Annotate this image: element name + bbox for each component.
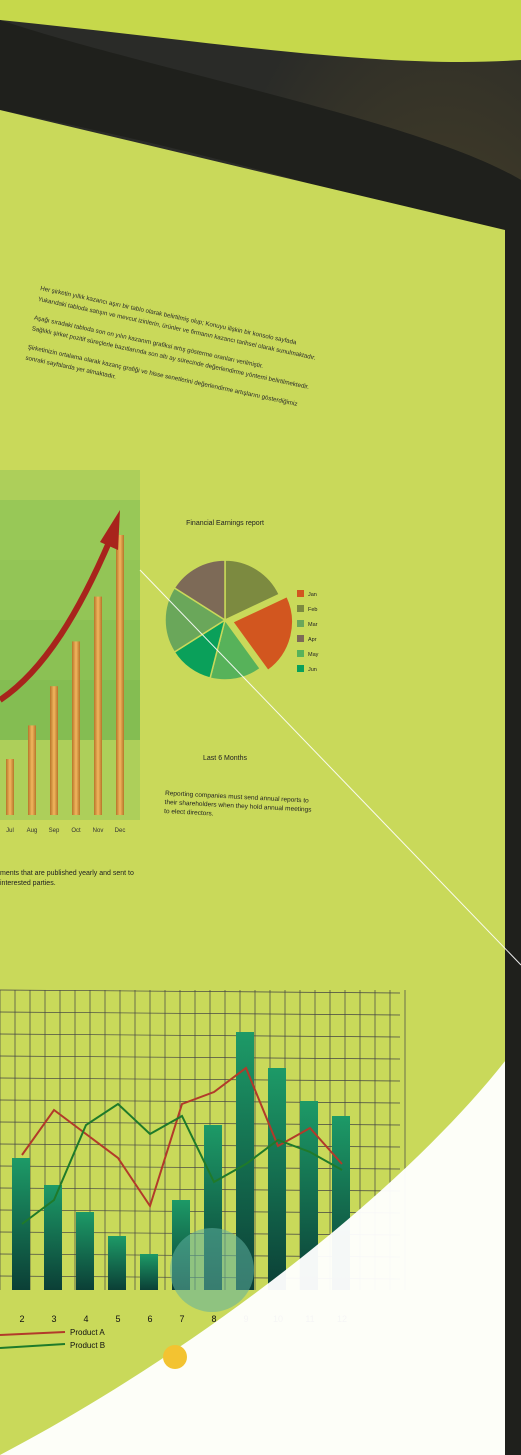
chart1-bar: [50, 686, 58, 815]
pie-legend-label: Jun: [308, 667, 317, 673]
chart1-bar: [94, 596, 102, 815]
pie-legend-swatch: [297, 590, 304, 597]
chart1-bar: [116, 535, 124, 815]
chart1-month-label: Aug: [27, 828, 38, 834]
chart1-month-label: Nov: [93, 828, 104, 834]
pie-chart: Financial Earnings report Jan Feb Mar Apr Ma…: [164, 520, 319, 818]
pie-subtitle: Last 6 Months: [203, 755, 247, 762]
pie-caption-line: to elect directors.: [164, 808, 214, 818]
line-product-b: [21, 1102, 343, 1225]
chart1-month-label: Oct: [71, 828, 81, 834]
pie-legend-swatch: [297, 620, 304, 627]
pie-legend-label: Apr: [308, 637, 317, 643]
chart2-bar: [12, 1158, 30, 1290]
screen-panel: Her şirketin yıllık kazancı aşırı bir ta…: [0, 110, 505, 1455]
chart1-caption-line-2: interested parties.: [0, 880, 56, 887]
chart2-bar: [76, 1212, 94, 1290]
pie-slice: [164, 586, 227, 654]
chart1-bar: [6, 759, 14, 815]
legend-product-a: Product A: [70, 1328, 105, 1337]
chart2-x-label: 4: [83, 1314, 88, 1324]
chart1-month-label: Sep: [49, 828, 60, 834]
trend-arrow-head: [100, 510, 120, 550]
pie-slice: [224, 559, 281, 622]
pie-slice: [231, 595, 294, 672]
pie-title: Financial Earnings report: [186, 520, 264, 527]
chart2-x-label: 3: [51, 1314, 56, 1324]
chart2-x-label: 5: [115, 1314, 120, 1324]
chart2-bar: [140, 1254, 158, 1290]
decor-lime-top: [0, 0, 521, 62]
pie-legend-swatch: [297, 605, 304, 612]
legend-product-b: Product B: [70, 1341, 105, 1350]
pie-slice: [173, 559, 226, 622]
pie-legend-label: Jan: [308, 592, 317, 598]
pie-slice: [209, 618, 262, 681]
chart1-month-label: Dec: [115, 828, 126, 834]
pie-legend-label: Mar: [308, 622, 318, 628]
pie-legend-label: May: [308, 652, 319, 658]
chart2-bar: [300, 1101, 318, 1290]
line-product-a: [21, 1066, 343, 1209]
chart2-x-label: 8: [211, 1314, 216, 1324]
bokeh-teal: [170, 1228, 254, 1312]
monitor-frame: [0, 20, 521, 1455]
chart2-x-label: 2: [19, 1314, 24, 1324]
chart1-caption-line-1: ments that are published yearly and sent…: [0, 870, 134, 877]
chart1-bar: [72, 641, 80, 815]
pie-legend-label: Feb: [308, 607, 317, 613]
bar-chart-1: Jul Aug Sep Oct Nov Dec ments that are publis…: [0, 470, 140, 887]
chart2-bar: [44, 1185, 62, 1290]
bokeh-dot-yellow: [163, 1345, 187, 1369]
chart2-bar: [108, 1236, 126, 1290]
trend-arrow: [0, 538, 113, 703]
chart2-bar: [268, 1068, 286, 1290]
paper-white-area: [0, 1040, 505, 1455]
chart1-month-label: Jul: [6, 828, 14, 834]
pie-legend-swatch: [297, 665, 304, 672]
chart1-bar: [28, 725, 36, 815]
chart2-x-label: 7: [179, 1314, 184, 1324]
pie-legend-swatch: [297, 650, 304, 657]
pie-legend-swatch: [297, 635, 304, 642]
decor-line: [139, 569, 521, 966]
chart2-bar: [236, 1032, 254, 1290]
chart2-x-label: 6: [147, 1314, 152, 1324]
